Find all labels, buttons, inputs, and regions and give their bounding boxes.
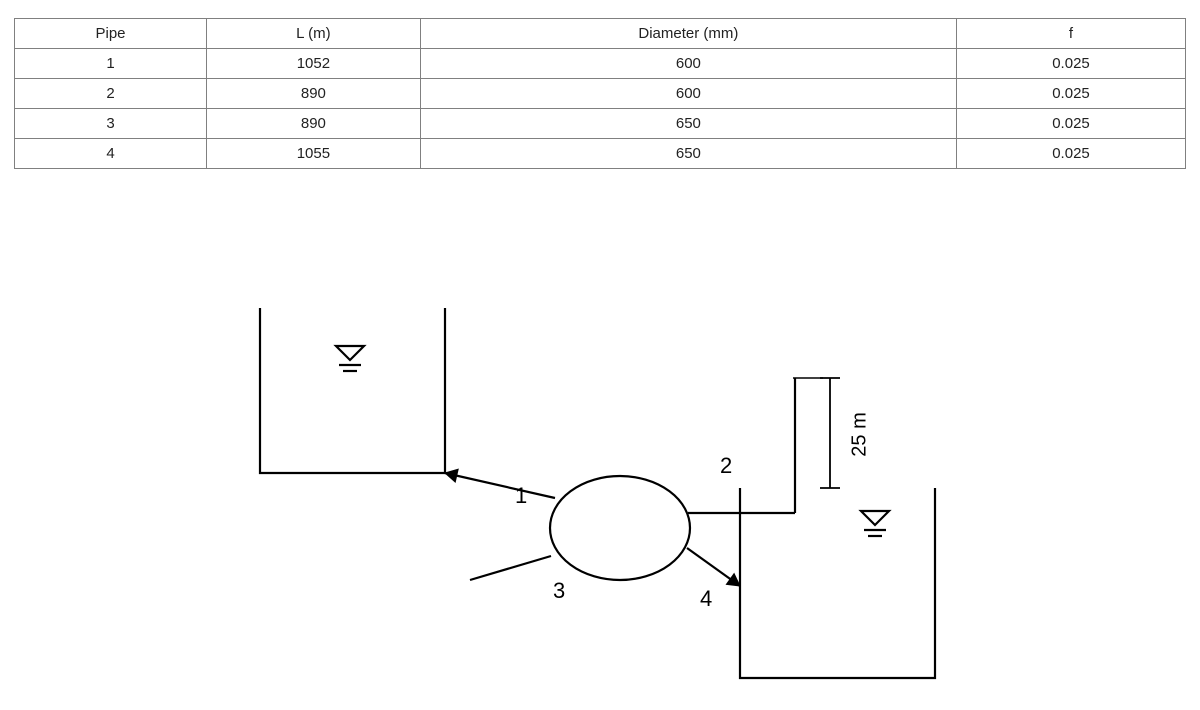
cell: 0.025 [956, 79, 1185, 109]
svg-text:3: 3 [553, 578, 565, 603]
col-f: f [956, 19, 1185, 49]
cell: 890 [207, 79, 421, 109]
col-length: L (m) [207, 19, 421, 49]
cell: 0.025 [956, 49, 1185, 79]
cell: 1052 [207, 49, 421, 79]
table-row: 1 1052 600 0.025 [15, 49, 1186, 79]
col-diameter: Diameter (mm) [420, 19, 956, 49]
cell: 4 [15, 139, 207, 169]
table-row: 4 1055 650 0.025 [15, 139, 1186, 169]
pipe-data-table: Pipe L (m) Diameter (mm) f 1 1052 600 0.… [14, 18, 1186, 169]
cell: 890 [207, 109, 421, 139]
cell: 0.025 [956, 139, 1185, 169]
table-header-row: Pipe L (m) Diameter (mm) f [15, 19, 1186, 49]
col-pipe: Pipe [15, 19, 207, 49]
cell: 650 [420, 109, 956, 139]
table-row: 3 890 650 0.025 [15, 109, 1186, 139]
cell: 1055 [207, 139, 421, 169]
pipe-table: Pipe L (m) Diameter (mm) f 1 1052 600 0.… [14, 18, 1186, 169]
cell: 1 [15, 49, 207, 79]
table-row: 2 890 600 0.025 [15, 79, 1186, 109]
pipe-network-diagram: 1 2 3 4 25 m [0, 198, 1200, 710]
svg-text:2: 2 [720, 453, 732, 478]
cell: 600 [420, 49, 956, 79]
cell: 600 [420, 79, 956, 109]
cell: 2 [15, 79, 207, 109]
cell: 0.025 [956, 109, 1185, 139]
dimension-label-25m: 25 m [849, 412, 872, 456]
svg-text:1: 1 [515, 483, 527, 508]
svg-text:4: 4 [700, 586, 712, 611]
cell: 3 [15, 109, 207, 139]
diagram-svg: 1 2 3 4 [0, 198, 1200, 710]
cell: 650 [420, 139, 956, 169]
